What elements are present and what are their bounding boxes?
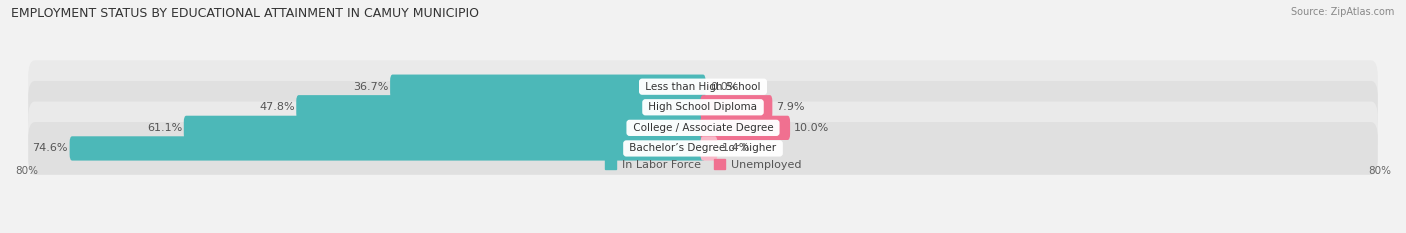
Text: 74.6%: 74.6% <box>32 144 67 154</box>
Text: 1.4%: 1.4% <box>721 144 749 154</box>
Text: College / Associate Degree: College / Associate Degree <box>630 123 776 133</box>
FancyBboxPatch shape <box>389 75 706 99</box>
Text: Source: ZipAtlas.com: Source: ZipAtlas.com <box>1291 7 1395 17</box>
Text: 7.9%: 7.9% <box>776 102 806 112</box>
Text: 10.0%: 10.0% <box>794 123 830 133</box>
FancyBboxPatch shape <box>700 116 790 140</box>
Text: High School Diploma: High School Diploma <box>645 102 761 112</box>
FancyBboxPatch shape <box>700 95 772 120</box>
FancyBboxPatch shape <box>28 60 1378 113</box>
FancyBboxPatch shape <box>184 116 706 140</box>
FancyBboxPatch shape <box>700 136 717 161</box>
Text: EMPLOYMENT STATUS BY EDUCATIONAL ATTAINMENT IN CAMUY MUNICIPIO: EMPLOYMENT STATUS BY EDUCATIONAL ATTAINM… <box>11 7 479 20</box>
Text: 36.7%: 36.7% <box>353 82 388 92</box>
FancyBboxPatch shape <box>297 95 706 120</box>
Text: Less than High School: Less than High School <box>643 82 763 92</box>
Text: 61.1%: 61.1% <box>146 123 183 133</box>
Text: 0.0%: 0.0% <box>710 82 738 92</box>
FancyBboxPatch shape <box>28 102 1378 154</box>
Text: 47.8%: 47.8% <box>259 102 295 112</box>
FancyBboxPatch shape <box>28 122 1378 175</box>
FancyBboxPatch shape <box>28 81 1378 134</box>
FancyBboxPatch shape <box>70 136 706 161</box>
Text: Bachelor’s Degree or higher: Bachelor’s Degree or higher <box>626 144 780 154</box>
Legend: In Labor Force, Unemployed: In Labor Force, Unemployed <box>600 155 806 174</box>
